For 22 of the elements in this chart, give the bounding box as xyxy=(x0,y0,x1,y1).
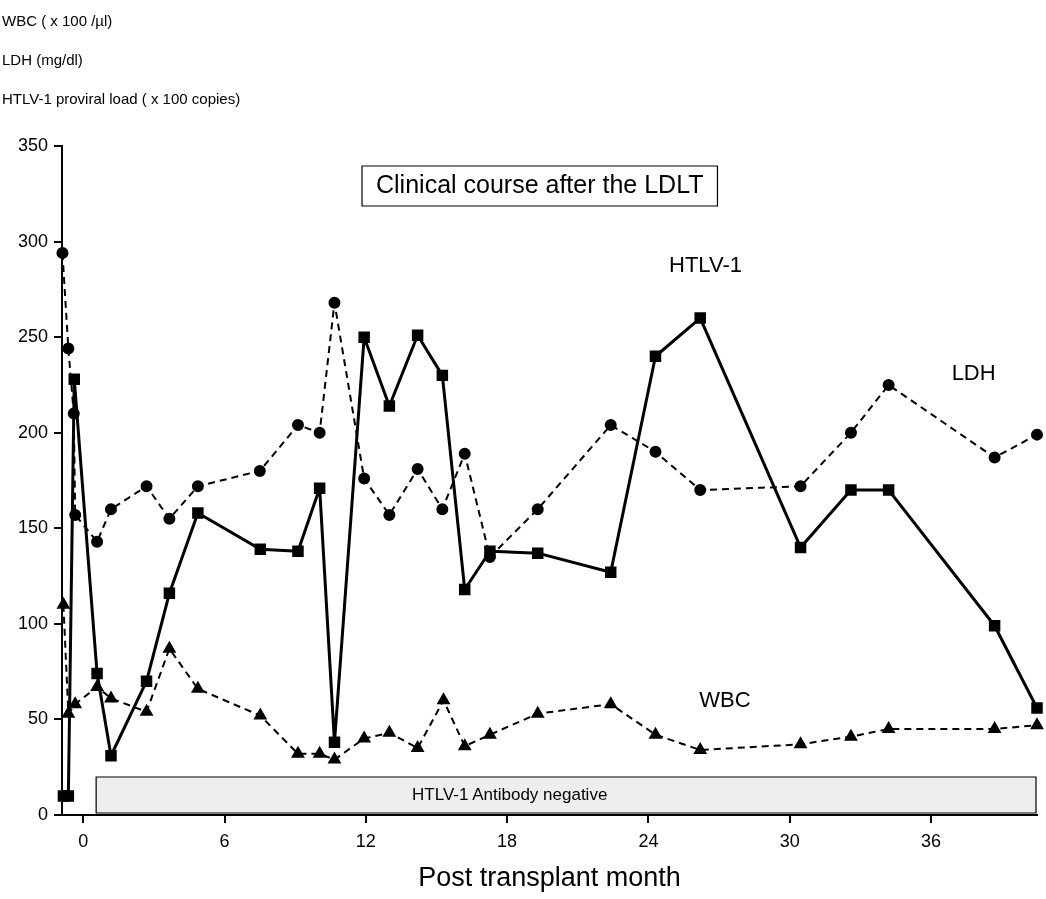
x-tick-label: 18 xyxy=(497,830,518,851)
y-tick-label: 150 xyxy=(17,517,48,538)
x-axis-title: Post transplant month xyxy=(418,862,681,893)
x-tick-label: 36 xyxy=(921,830,942,851)
y-tick-label: 250 xyxy=(17,326,48,347)
y-tick-label: 50 xyxy=(27,708,48,729)
text: HTLV-1 xyxy=(669,252,742,278)
y-tick-label: 100 xyxy=(17,612,48,633)
band-label: HTLV-1 Antibody negative xyxy=(412,784,608,804)
x-tick-label: 0 xyxy=(78,830,89,851)
y-tick-label: 300 xyxy=(17,230,48,251)
x-tick-label: 6 xyxy=(219,830,230,851)
series-label: LDH xyxy=(951,359,996,385)
x-tick-label: 12 xyxy=(355,830,376,851)
text: Clinical course after the LDLT xyxy=(376,169,704,198)
y-tick-label: 350 xyxy=(17,134,48,155)
x-tick-label: 24 xyxy=(638,830,659,851)
y-tick-label: 200 xyxy=(17,421,48,442)
x-tick-label: 30 xyxy=(779,830,800,851)
y-tick-label: 0 xyxy=(37,803,48,824)
text: WBC ( x 100 /µl) LDH (mg/dl) HTLV-1 proviral load ( x 100 copies) xyxy=(2,12,241,108)
series-label: WBC xyxy=(699,687,751,713)
